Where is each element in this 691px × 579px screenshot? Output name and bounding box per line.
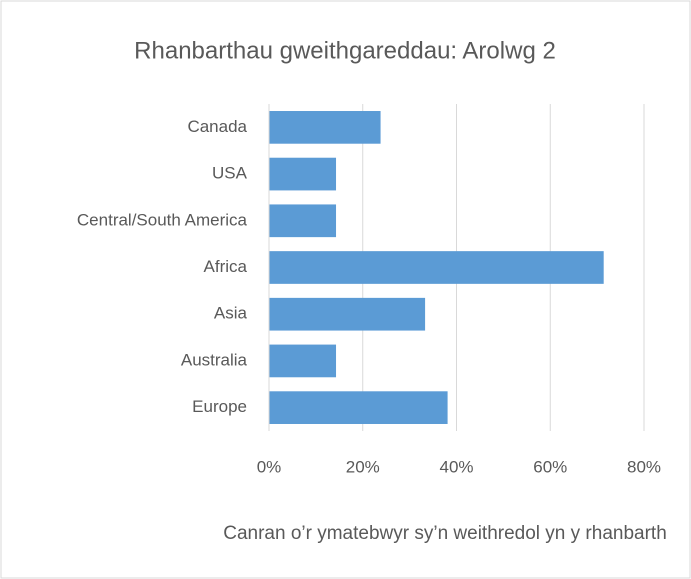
- x-tick-label: 0%: [257, 457, 282, 476]
- bar: [269, 111, 381, 144]
- x-tick-label: 80%: [627, 457, 661, 476]
- bar: [269, 344, 337, 378]
- bar: [269, 297, 426, 331]
- bar: [269, 204, 337, 238]
- y-tick-label: Africa: [204, 257, 248, 276]
- y-tick-label: Canada: [187, 117, 247, 136]
- y-tick-label: Asia: [214, 304, 248, 323]
- y-tick-label: Australia: [181, 350, 248, 369]
- x-axis-label: Canran o’r ymatebwyr sy’n weithredol yn …: [223, 523, 667, 544]
- x-tick-label: 60%: [533, 457, 567, 476]
- x-tick-label: 20%: [346, 457, 380, 476]
- bar: [269, 157, 337, 191]
- chart-title: Rhanbarthau gweithgareddau: Arolwg 2: [134, 37, 556, 64]
- y-tick-label: Central/South America: [77, 210, 248, 229]
- bar: [269, 391, 448, 424]
- y-tick-label: Europe: [192, 397, 247, 416]
- bar: [269, 251, 604, 284]
- x-tick-label: 40%: [439, 457, 473, 476]
- y-tick-label: USA: [212, 164, 248, 183]
